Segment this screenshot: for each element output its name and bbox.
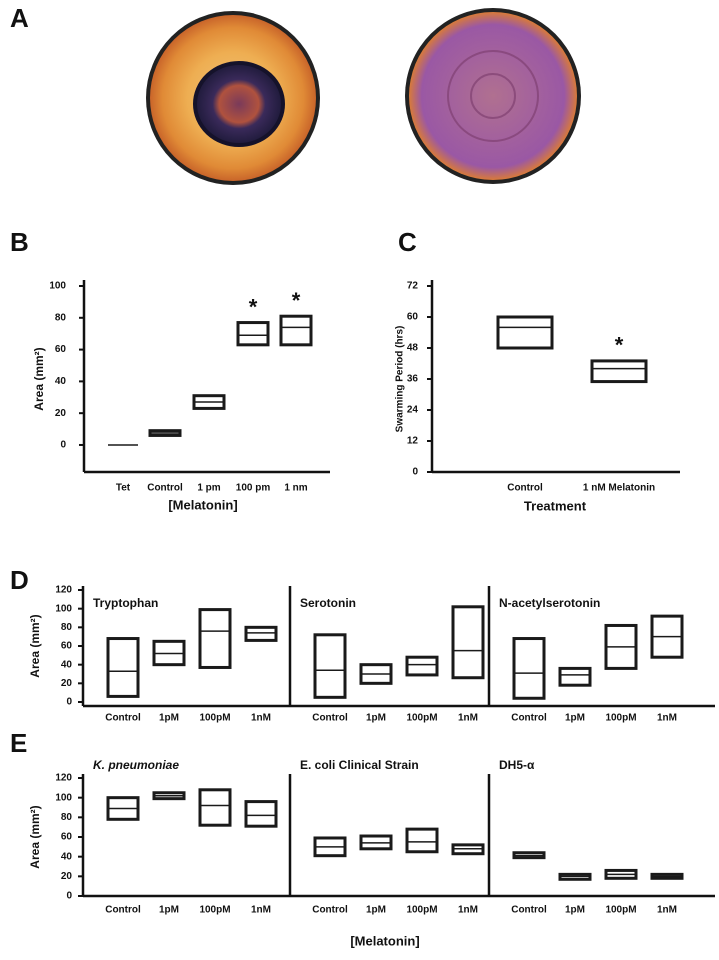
x-tick-label: 1pM [565,713,585,724]
y-tick-label: 60 [61,641,73,652]
y-tick-label: 12 [407,436,419,447]
box [236,321,270,347]
x-tick-label: 1 nM Melatonin [583,483,655,494]
x-tick-label: 1nM [657,713,677,724]
y-tick-label: 120 [55,773,72,784]
group-name: Tryptophan [93,596,158,610]
panel-label: E [10,728,27,758]
box [244,800,278,828]
y-tick-label: 60 [61,832,73,843]
y-tick-label: 24 [407,405,419,416]
x-tick-label: Control [105,713,141,724]
x-tick-label: Tet [116,483,131,494]
x-tick-label: 1nM [458,905,478,916]
y-tick-label: 72 [407,281,419,292]
x-tick-label: 1nM [251,713,271,724]
y-tick-label: 60 [55,344,67,355]
box [405,827,439,854]
y-tick-label: 80 [61,622,73,633]
box [451,605,485,680]
y-tick-label: 40 [61,851,73,862]
x-tick-label: Control [511,905,547,916]
x-tick-label: Control [105,905,141,916]
panel-label: B [10,227,29,257]
y-tick-label: 0 [60,440,66,451]
y-tick-label: 0 [66,891,72,902]
y-tick-label: 100 [55,603,72,614]
x-tick-label: 1nM [657,905,677,916]
y-axis-label: Swarming Period (hrs) [395,326,406,433]
y-axis-label: Area (mm²) [32,347,46,410]
y-axis-label: Area (mm²) [28,614,42,677]
x-tick-label: 100pM [406,713,437,724]
x-axis-label: [Melatonin] [350,933,419,948]
x-tick-label: 1pM [159,713,179,724]
x-tick-label: 100pM [605,905,636,916]
x-tick-label: Control [312,905,348,916]
box [198,608,232,669]
box [496,315,554,350]
x-tick-label: Control [507,483,543,494]
x-tick-label: Control [511,713,547,724]
group-name: N-acetylserotonin [499,596,600,610]
x-tick-label: 1 pm [197,483,220,494]
box [405,655,439,677]
y-tick-label: 20 [55,408,67,419]
x-axis-label: Treatment [524,498,587,513]
box [558,666,592,687]
y-axis-label: Area (mm²) [28,805,42,868]
x-tick-label: Control [147,483,183,494]
box [106,637,140,698]
x-tick-label: 1pM [159,905,179,916]
panel-label: A [10,3,29,33]
significance-mark: * [292,288,301,313]
x-tick-label: 1 nm [284,483,307,494]
y-tick-label: 20 [61,871,73,882]
y-tick-label: 36 [407,374,419,385]
x-tick-label: 100pM [199,713,230,724]
box [198,788,232,827]
y-tick-label: 80 [55,312,67,323]
panel-label: D [10,565,29,595]
y-tick-label: 100 [55,792,72,803]
y-tick-label: 48 [407,343,419,354]
y-tick-label: 0 [66,697,72,708]
box [590,359,648,384]
box [279,314,313,347]
y-tick-label: 40 [61,659,73,670]
x-tick-label: 1pM [366,905,386,916]
x-tick-label: 100 pm [236,483,271,494]
box [244,625,278,642]
group-name: E. coli Clinical Strain [300,758,419,772]
petri-dish [146,11,320,185]
y-tick-label: 40 [55,376,67,387]
y-tick-label: 0 [412,467,418,478]
box [313,633,347,699]
x-tick-label: 100pM [605,713,636,724]
group-name: Serotonin [300,596,356,610]
x-tick-label: Control [312,713,348,724]
y-tick-label: 100 [49,281,66,292]
petri-dish [405,8,581,184]
y-tick-label: 60 [407,312,419,323]
x-tick-label: 1pM [366,713,386,724]
x-tick-label: 1nM [251,905,271,916]
panel-label: C [398,227,417,257]
x-tick-label: 100pM [406,905,437,916]
group-name: K. pneumoniae [93,758,179,772]
x-tick-label: 100pM [199,905,230,916]
significance-mark: * [249,294,258,319]
x-tick-label: 1pM [565,905,585,916]
significance-mark: * [615,333,624,358]
y-tick-label: 120 [55,585,72,596]
x-tick-label: 1nM [458,713,478,724]
group-name: DH5-α [499,758,535,772]
x-axis-label: [Melatonin] [168,497,237,512]
y-tick-label: 80 [61,812,73,823]
y-tick-label: 20 [61,678,73,689]
box [512,637,546,700]
